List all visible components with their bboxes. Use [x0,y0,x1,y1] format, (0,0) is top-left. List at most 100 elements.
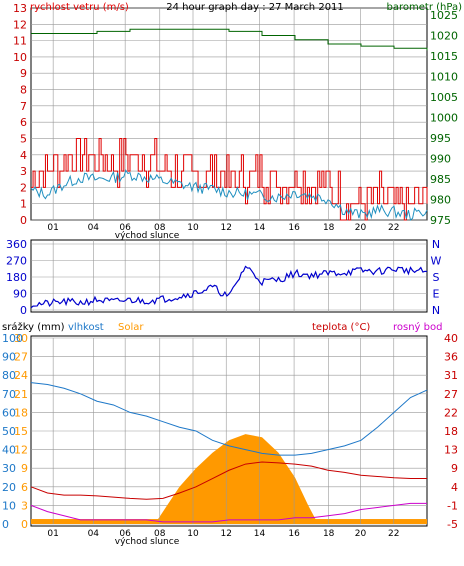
wind-speed-tick-4: 9 [20,67,27,80]
precip-tick-10: 0 [21,518,28,531]
pressure-tick-8: 985 [430,173,451,186]
humidity-tick-9: 10 [2,499,16,512]
humidity-line [30,382,428,456]
humidity-axis-label: vlhkost [68,322,104,333]
p3-x-tick-18: 18 [323,529,335,539]
wind-average-line [30,169,428,221]
solar-area [31,434,427,524]
p3-x-tick-04: 04 [88,529,100,539]
p1-x-tick-22: 22 [388,223,399,233]
pressure-tick-5: 1000 [430,112,458,125]
wind-speed-line [31,137,428,221]
temp-tick-7: 9 [451,462,458,475]
p3-x-tick-12: 12 [221,529,232,539]
pressure-line [31,28,428,51]
precip-humidity-temp-panel: srážky (mm) vlhkost Solar teplota (°C) r… [2,321,458,547]
wind-speed-tick-8: 5 [20,132,27,145]
precip-tick-8: 6 [21,481,28,494]
p1-x-tick-12: 12 [221,223,232,233]
wind-pressure-panel: rychlost vetru (m/s) 24 hour graph day :… [13,2,462,241]
precip-tick-2: 24 [14,369,28,382]
temperature-line [30,461,427,500]
p1-x-tick-01: 01 [47,223,58,233]
temp-tick-6: 13 [444,444,458,457]
humidity-tick-7: 30 [2,462,16,475]
temp-tick-3: 27 [444,388,458,401]
wind-speed-tick-1: 12 [13,18,27,31]
p1-x-tick-06: 06 [119,223,131,233]
sunrise-label-bottom: východ slunce [115,537,180,547]
humidity-tick-3: 70 [2,388,16,401]
wind-speed-tick-10: 3 [20,165,27,178]
wind-dir-compass-tick-1: W [431,255,442,268]
wind-speed-axis-label: rychlost vetru (m/s) [30,2,129,13]
temperature-axis-label: teplota (°C) [312,322,370,333]
precip-tick-1: 27 [14,351,28,364]
p3-x-tick-22: 22 [388,529,399,539]
pressure-tick-10: 975 [430,214,451,227]
pressure-tick-1: 1020 [430,30,458,43]
temp-tick-9: -1 [447,499,458,512]
pressure-tick-2: 1015 [430,50,458,63]
humidity-tick-2: 80 [2,369,16,382]
temp-tick-4: 22 [444,406,458,419]
wind-dir-compass-tick-3: E [433,288,440,301]
wind-speed-tick-12: 1 [20,198,27,211]
precip-tick-7: 9 [21,462,28,475]
temp-tick-5: 18 [444,425,458,438]
precip-tick-0: 30 [14,332,28,345]
wind-dir-compass-tick-2: S [433,271,440,284]
p3-x-tick-06: 06 [119,529,131,539]
wind-dir-compass-tick-0: N [432,238,440,251]
precip-tick-9: 3 [21,499,28,512]
precip-tick-5: 15 [14,425,28,438]
pressure-tick-7: 990 [430,153,451,166]
p3-x-tick-01: 01 [47,529,58,539]
wind-speed-tick-3: 10 [13,51,27,64]
precip-tick-3: 21 [14,388,28,401]
p3-x-tick-16: 16 [288,529,300,539]
sunrise-label-top: východ slunce [115,231,180,241]
humidity-tick-8: 20 [2,481,16,494]
p1-x-tick-16: 16 [288,223,300,233]
wind-speed-tick-0: 13 [13,2,27,15]
wind-dir-deg-tick-3: 90 [13,288,27,301]
pressure-tick-6: 995 [430,132,451,145]
p1-x-tick-08: 08 [154,223,166,233]
wind-speed-tick-7: 6 [20,116,27,129]
pressure-tick-0: 1025 [430,9,458,22]
humidity-tick-5: 50 [2,425,16,438]
temp-tick-0: 40 [444,332,458,345]
wind-speed-tick-2: 11 [13,35,27,48]
wind-speed-tick-9: 4 [20,149,27,162]
p1-x-tick-04: 04 [88,223,100,233]
p1-x-tick-10: 10 [187,223,199,233]
temp-tick-8: 4 [451,481,458,494]
solar-axis-label: Solar [118,322,144,333]
p3-x-tick-14: 14 [254,529,266,539]
pressure-tick-9: 980 [430,194,451,207]
pressure-tick-3: 1010 [430,71,458,84]
p3-x-tick-08: 08 [154,529,166,539]
chart-title: 24 hour graph day : 27 March 2011 [166,2,344,13]
temp-tick-2: 31 [444,369,458,382]
wind-dir-compass-tick-4: N [432,304,440,317]
humidity-tick-1: 90 [2,351,16,364]
precip-tick-4: 18 [14,406,28,419]
p3-x-tick-10: 10 [187,529,199,539]
wind-direction-line [30,265,428,309]
precip-axis-label: srážky (mm) [2,321,65,333]
wind-speed-tick-5: 8 [20,84,27,97]
p1-x-tick-14: 14 [254,223,266,233]
wind-dir-deg-tick-1: 270 [6,255,27,268]
temp-tick-1: 36 [444,351,458,364]
wind-speed-tick-13: 0 [20,214,27,227]
wind-speed-tick-11: 2 [20,181,27,194]
humidity-tick-4: 60 [2,406,16,419]
p3-x-tick-20: 20 [355,529,367,539]
p1-x-tick-20: 20 [355,223,367,233]
temp-tick-10: -5 [447,518,458,531]
wind-dir-deg-tick-2: 180 [6,271,27,284]
dewpoint-axis-label: rosný bod [393,321,442,333]
humidity-tick-0: 100 [2,332,23,345]
